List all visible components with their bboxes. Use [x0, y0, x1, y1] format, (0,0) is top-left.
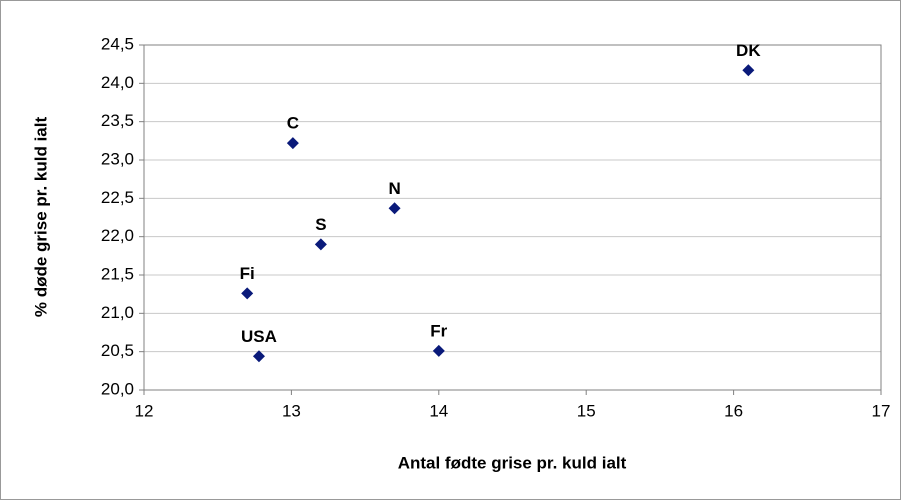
point — [252, 350, 265, 363]
y-tick-label: 20,5 — [101, 341, 134, 360]
point — [241, 287, 254, 300]
y-axis-title: % døde grise pr. kuld ialt — [31, 117, 50, 318]
x-tick-label: 16 — [724, 401, 743, 420]
y-tick-label: 23,5 — [101, 111, 134, 130]
x-tick-label: 12 — [135, 401, 154, 420]
plot-area — [143, 44, 882, 391]
y-tick-label: 21,5 — [101, 264, 134, 283]
point-label: S — [315, 215, 326, 234]
point-label: USA — [241, 327, 277, 346]
x-tick-label: 14 — [429, 401, 448, 420]
x-axis-title: Antal fødte grise pr. kuld ialt — [398, 453, 627, 472]
point-label: DK — [736, 41, 761, 60]
y-tick-label: 23,0 — [101, 149, 134, 168]
x-tick-label: 17 — [872, 401, 891, 420]
y-tick-label: 24,5 — [101, 34, 134, 53]
y-tick-label: 22,5 — [101, 188, 134, 207]
point-label: Fr — [430, 321, 447, 340]
y-tick-label: 24,0 — [101, 73, 134, 92]
x-tick-label: 13 — [282, 401, 301, 420]
y-tick-label: 21,0 — [101, 303, 134, 322]
point — [742, 64, 755, 77]
point-label: N — [388, 179, 400, 198]
point-label: C — [287, 114, 299, 133]
point-label: Fi — [240, 264, 255, 283]
point — [286, 137, 299, 150]
y-tick-label: 22,0 — [101, 226, 134, 245]
point — [432, 344, 445, 357]
x-tick-label: 15 — [577, 401, 596, 420]
point — [314, 238, 327, 251]
y-tick-label: 20,0 — [101, 379, 134, 398]
point — [388, 202, 401, 215]
